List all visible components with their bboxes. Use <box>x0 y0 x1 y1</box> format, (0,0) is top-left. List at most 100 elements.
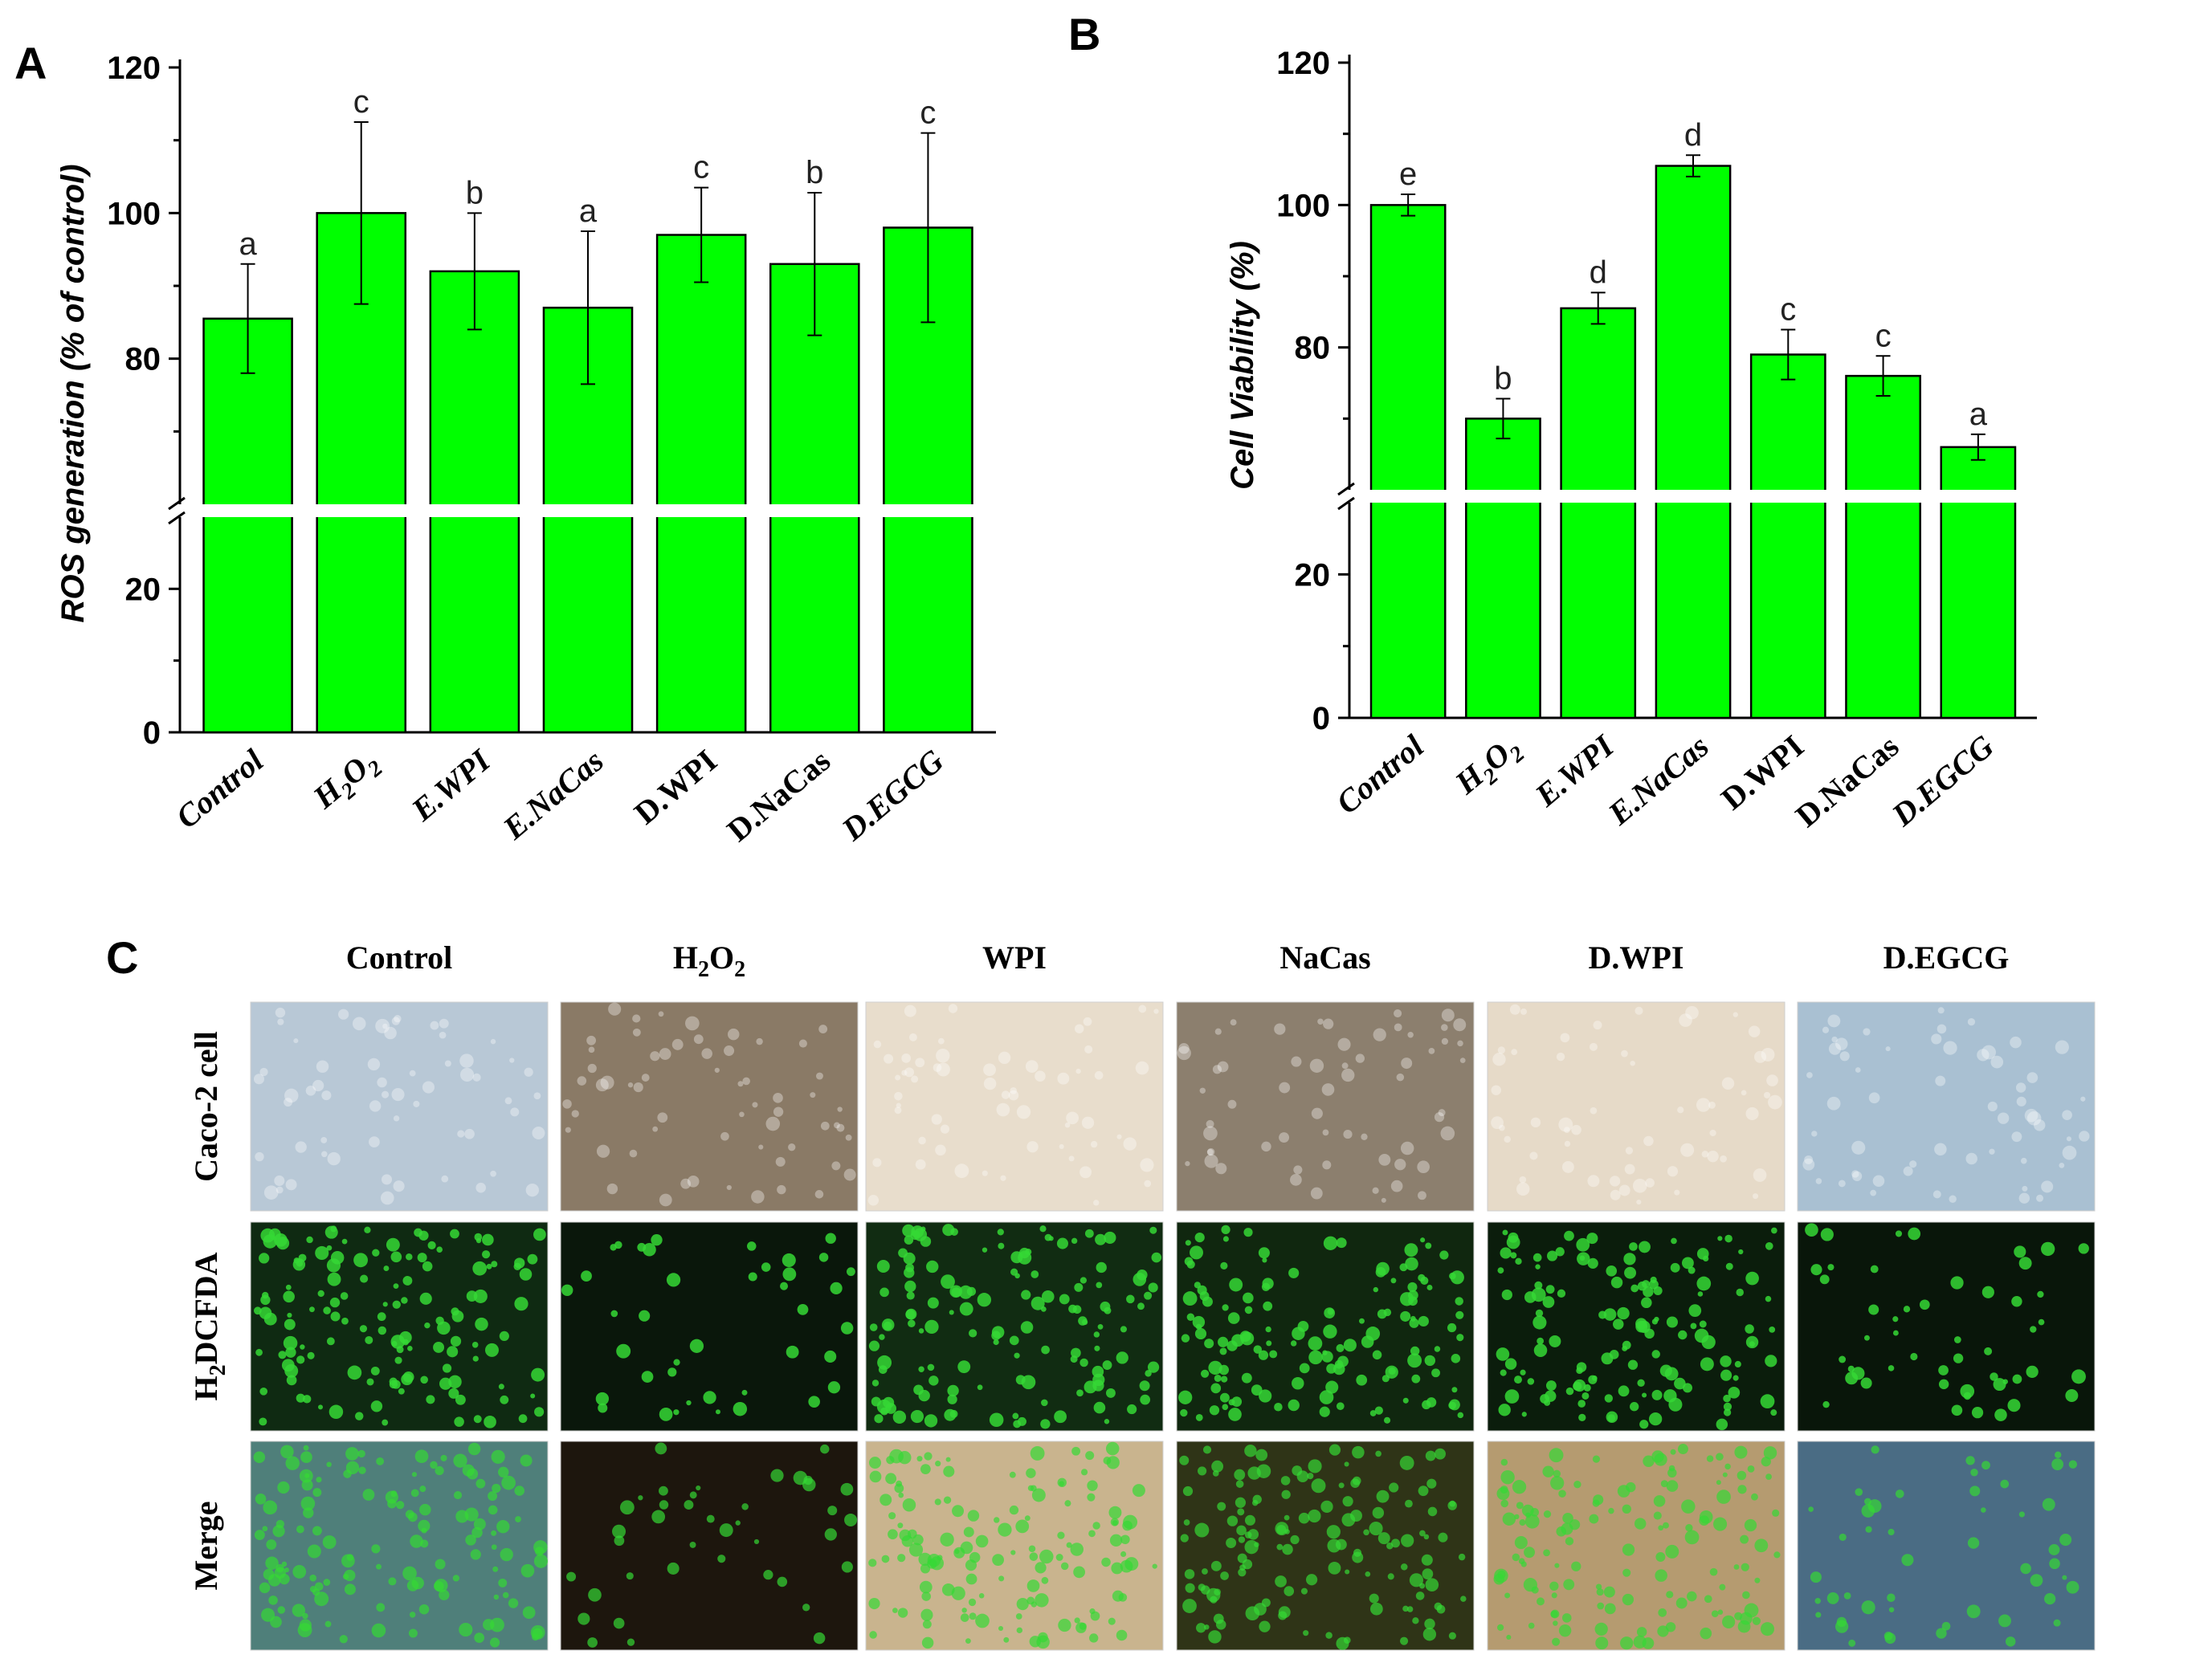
fluorescent-cell <box>1504 1389 1520 1404</box>
fluorescent-cell <box>1919 1299 1930 1310</box>
fluorescent-cell <box>667 1367 677 1377</box>
cell-outline <box>1378 1153 1391 1166</box>
cell-outline <box>275 1007 286 1018</box>
fluorescent-cell <box>820 1444 830 1454</box>
fluorescent-cell <box>1041 1576 1049 1584</box>
cell-outline <box>472 1073 481 1082</box>
cell-outline <box>490 1038 496 1045</box>
cell-outline <box>305 1085 316 1096</box>
fluorescent-cell <box>1120 1534 1130 1545</box>
cell-outline <box>1355 1053 1365 1063</box>
cell-outline <box>1643 1135 1654 1147</box>
fluorescent-cell <box>268 1596 278 1605</box>
axis-break-gap <box>1325 490 2045 503</box>
fluorescent-cell <box>1026 1468 1036 1478</box>
fluorescent-cell <box>1438 1532 1448 1543</box>
fluorescent-cell <box>1594 1622 1608 1636</box>
fluorescent-cell <box>278 1351 287 1359</box>
fluorescent-cell <box>818 1253 829 1262</box>
fluorescent-cell <box>1258 1350 1269 1360</box>
fluorescent-cell <box>989 1412 1004 1428</box>
cell-outline <box>1868 1092 1880 1104</box>
fluorescent-cell <box>1092 1365 1104 1378</box>
fluorescent-cell <box>612 1524 626 1538</box>
fluorescent-cell <box>299 1619 312 1632</box>
fluorescent-cell <box>1095 1233 1107 1245</box>
fluorescent-cell <box>1512 1480 1527 1494</box>
fluorescent-cell <box>394 1356 402 1364</box>
fluorescent-cell <box>392 1300 401 1309</box>
cell-outline <box>1441 1037 1449 1045</box>
fluorescent-cell <box>426 1395 435 1404</box>
cell-outline <box>1520 1008 1528 1015</box>
fluorescent-cell <box>259 1582 271 1594</box>
fluorescent-cell <box>1870 1265 1879 1274</box>
fluorescent-cell <box>2018 1257 2032 1270</box>
fluorescent-cell <box>359 1325 368 1333</box>
fluorescent-cell <box>1549 1581 1559 1591</box>
fluorescent-cell <box>1639 1241 1651 1253</box>
fluorescent-cell <box>1300 1587 1308 1595</box>
fluorescent-cell <box>965 1638 971 1644</box>
cell-outline <box>1310 1187 1323 1200</box>
cell-outline <box>1741 1090 1747 1096</box>
fluorescent-cell <box>1592 1455 1601 1463</box>
fluorescent-cell <box>484 1415 496 1428</box>
cell-outline <box>1745 1106 1759 1121</box>
fluorescent-cell <box>1372 1350 1382 1360</box>
fluorescent-cell <box>1439 1250 1449 1260</box>
fluorescent-cell <box>1308 1350 1323 1365</box>
fluorescent-cell <box>1321 1351 1333 1363</box>
fluorescent-cell <box>1097 1323 1104 1330</box>
fluorescent-cell <box>1369 1410 1377 1416</box>
cell-outline <box>459 1067 475 1082</box>
fluorescent-cell <box>533 1228 546 1241</box>
cell-outline <box>1123 1137 1137 1151</box>
fluorescent-cell <box>1563 1579 1575 1591</box>
cell-outline <box>982 1170 988 1176</box>
fluorescent-cell <box>1199 1291 1210 1301</box>
fluorescent-cell <box>959 1302 973 1316</box>
fluorescent-cell <box>1245 1606 1260 1621</box>
cell-outline <box>1499 1124 1505 1131</box>
fluorescent-cell <box>285 1456 300 1470</box>
cell-outline <box>377 1077 387 1088</box>
y-tick-label: 80 <box>125 342 161 377</box>
fluorescent-cell <box>1751 1493 1758 1501</box>
fluorescent-cell <box>1288 1399 1300 1412</box>
fluorescent-cell <box>1518 1558 1525 1565</box>
fluorescent-cell <box>345 1461 360 1474</box>
fluorescent-cell <box>1373 1286 1379 1293</box>
cell-outline <box>1804 1155 1814 1164</box>
fluorescent-cell <box>253 1306 262 1315</box>
fluorescent-cell <box>1754 1538 1769 1553</box>
row-header: H2DCFDA <box>188 1252 231 1400</box>
fluorescent-cell <box>998 1522 1012 1537</box>
fluorescent-cell <box>1389 1482 1399 1493</box>
fluorescent-cell <box>492 1483 501 1494</box>
cell-outline <box>1035 1070 1046 1082</box>
fluorescent-cell <box>1054 1410 1067 1424</box>
fluorescent-cell <box>341 1238 348 1245</box>
fluorescent-cell <box>1139 1380 1150 1392</box>
fluorescent-cell <box>1576 1237 1590 1252</box>
micrograph-image <box>1176 1441 1475 1651</box>
fluorescent-cell <box>1325 1380 1339 1394</box>
fluorescent-cell <box>322 1535 337 1549</box>
fluorescent-cell <box>1717 1236 1723 1241</box>
cell-outline <box>680 1178 692 1189</box>
fluorescent-cell <box>1102 1360 1112 1370</box>
micrograph-tile <box>865 1441 1164 1651</box>
fluorescent-cell <box>1736 1288 1744 1297</box>
fluorescent-cell <box>2030 1326 2037 1333</box>
cell-outline <box>1441 1024 1448 1031</box>
fluorescent-cell <box>906 1291 915 1300</box>
fluorescent-cell <box>465 1534 476 1546</box>
fluorescent-cell <box>1564 1230 1574 1241</box>
cell-outline <box>2011 1131 2022 1143</box>
cell-outline <box>633 1082 643 1093</box>
fluorescent-cell <box>1231 1334 1244 1347</box>
significance-label: a <box>579 194 598 229</box>
fluorescent-cell <box>2066 1580 2079 1594</box>
fluorescent-cell <box>1323 1324 1337 1339</box>
